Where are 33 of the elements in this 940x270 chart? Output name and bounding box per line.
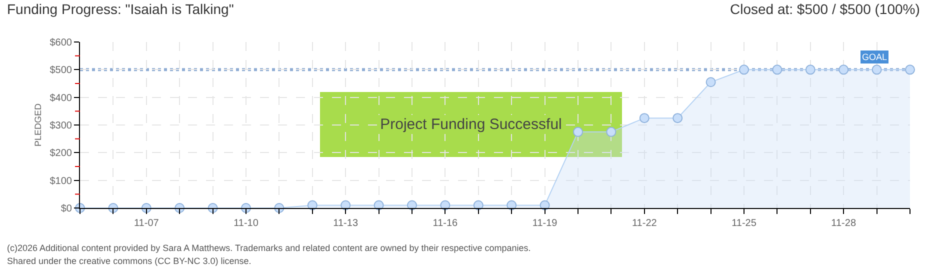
point bbox=[739, 64, 749, 75]
point bbox=[872, 64, 882, 75]
x-tick-label: 11-28 bbox=[831, 218, 856, 229]
point bbox=[772, 64, 782, 75]
x-tick-label: 11-07 bbox=[134, 218, 160, 229]
chart-title: Funding Progress: "Isaiah is Talking" bbox=[7, 1, 234, 17]
y-axis-title: PLEDGED bbox=[33, 102, 44, 147]
point bbox=[672, 113, 683, 124]
y-tick-label: $200 bbox=[50, 148, 72, 160]
y-tick-label: $100 bbox=[50, 176, 72, 187]
annotation: Project Funding Successful bbox=[378, 115, 564, 134]
point bbox=[838, 64, 849, 75]
point bbox=[805, 64, 816, 75]
point bbox=[606, 126, 616, 137]
point bbox=[706, 77, 716, 88]
x-tick-label: 11-16 bbox=[432, 218, 458, 229]
point bbox=[905, 64, 915, 75]
x-tick-label: 11-19 bbox=[532, 218, 558, 229]
x-tick-label: 11-10 bbox=[234, 218, 259, 229]
x-tick-label: 11-25 bbox=[732, 218, 757, 229]
x-tick-label: 11-13 bbox=[333, 218, 358, 229]
chart-subtitle: Closed at: $500 / $500 (100%) bbox=[730, 1, 920, 17]
point bbox=[639, 113, 650, 124]
y-tick-label: $0 bbox=[60, 204, 72, 214]
y-tick-label: $400 bbox=[50, 92, 72, 104]
ref-line-label: GOAL bbox=[862, 52, 888, 62]
x-tick-label: 11-22 bbox=[632, 218, 658, 229]
point bbox=[573, 126, 583, 137]
y-tick-label: $300 bbox=[50, 120, 72, 132]
text: Shared under the creative commons (CC BY-NC 3.0) license. bbox=[7, 256, 252, 266]
y-tick-label: $600 bbox=[50, 38, 72, 48]
text: (c)2026 Additional content provided by Sara A Matthews. Trademarks and related content are owned by their respective companies. bbox=[7, 243, 531, 253]
y-tick-label: $500 bbox=[50, 65, 72, 76]
